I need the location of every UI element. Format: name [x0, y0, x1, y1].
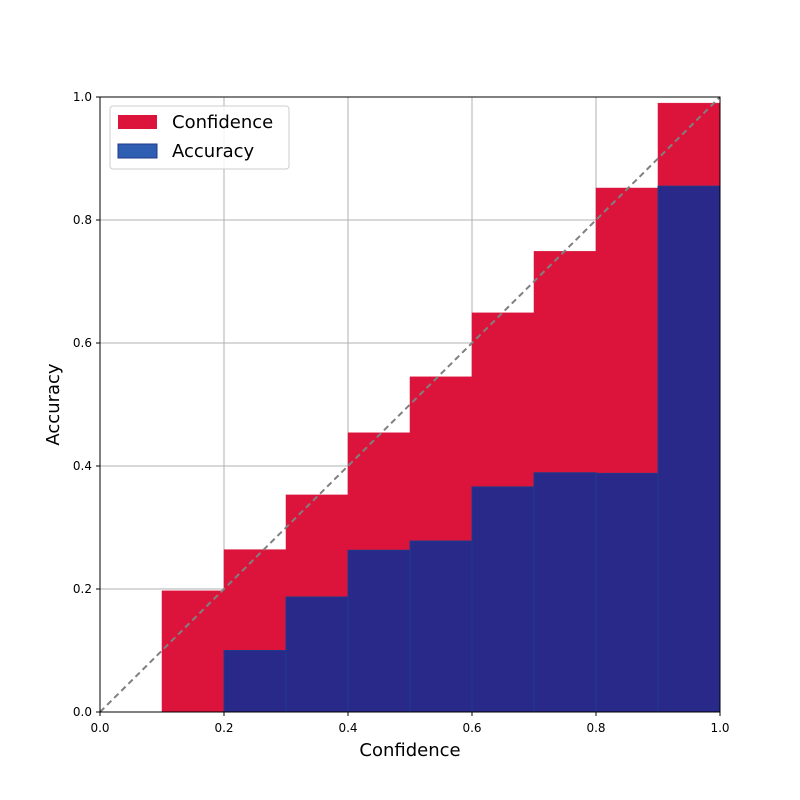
accuracy-bar	[471, 486, 535, 713]
accuracy-bars	[223, 185, 721, 713]
y-axis-label: Accuracy	[43, 363, 64, 446]
accuracy-bar	[533, 472, 597, 713]
y-axis-ticks: 0.0 0.2 0.4 0.6 0.8 1.0	[73, 90, 100, 719]
y-tick-label: 0.6	[73, 336, 92, 350]
y-tick-label: 1.0	[73, 90, 92, 104]
legend-swatch-confidence	[118, 115, 157, 129]
legend-label-confidence: Confidence	[172, 112, 273, 133]
x-tick-label: 0.4	[338, 721, 357, 735]
x-tick-label: 0.0	[90, 721, 109, 735]
plot-frame	[99, 96, 721, 713]
legend-label-accuracy: Accuracy	[172, 141, 255, 162]
y-tick-label: 0.8	[73, 213, 92, 227]
x-tick-label: 1.0	[710, 721, 729, 735]
x-tick-label: 0.6	[462, 721, 481, 735]
accuracy-bar	[657, 185, 721, 713]
accuracy-bar	[223, 650, 287, 713]
x-tick-label: 0.8	[586, 721, 605, 735]
legend: Confidence Accuracy	[109, 105, 290, 170]
y-tick-label: 0.0	[73, 705, 92, 719]
accuracy-bar	[409, 540, 473, 713]
legend-swatch-accuracy	[117, 143, 158, 159]
x-axis-label: Confidence	[359, 740, 460, 761]
perfect-calibration-line	[99, 96, 721, 713]
y-tick-label: 0.4	[73, 459, 92, 473]
accuracy-bar	[347, 549, 411, 713]
y-tick-label: 0.2	[73, 582, 92, 596]
accuracy-bar	[285, 596, 349, 713]
x-axis-ticks: 0.0 0.2 0.4 0.6 0.8 1.0	[90, 712, 730, 735]
x-tick-label: 0.2	[214, 721, 233, 735]
confidence-bar	[161, 590, 225, 713]
accuracy-bar	[595, 472, 659, 713]
